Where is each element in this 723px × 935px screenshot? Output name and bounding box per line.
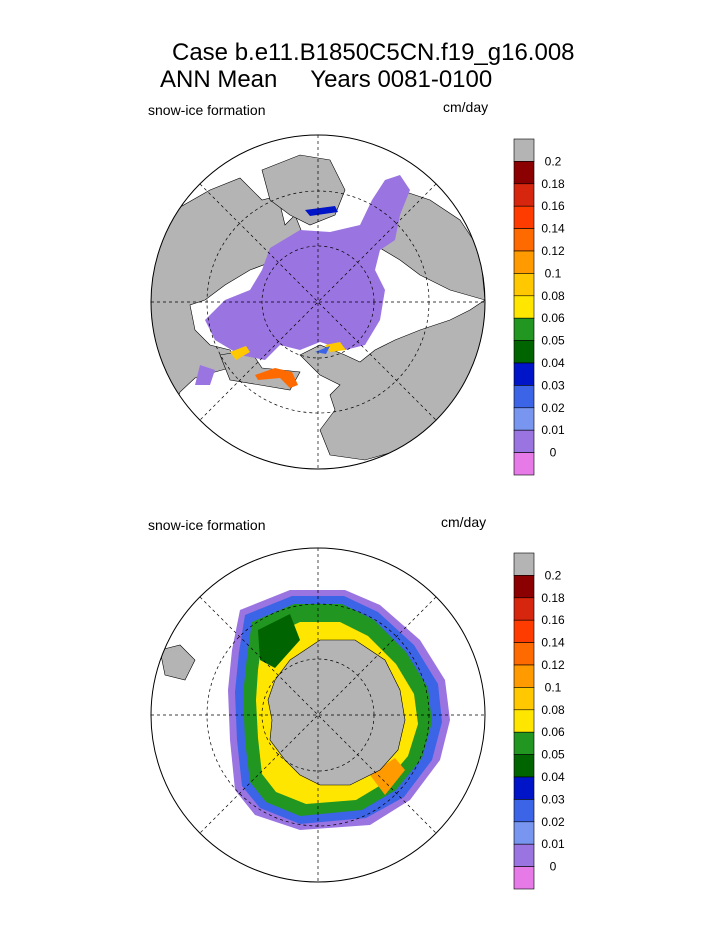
colorbar-swatch (513, 597, 535, 621)
colorbar-swatch (513, 843, 535, 867)
plot-title-period: ANN Mean Years 0081-0100 (160, 66, 493, 93)
colorbar-swatch (513, 362, 535, 386)
colorbar-swatch (513, 452, 535, 476)
colorbar-swatch (513, 866, 535, 890)
south-map-border (150, 547, 486, 883)
north-graticule (151, 135, 485, 469)
colorbar-tick-label: 0.16 (541, 613, 565, 627)
south-america-land (159, 644, 196, 681)
north-panel-label: snow-ice formation (148, 102, 266, 118)
colorbar-tick-label: 0.06 (541, 311, 565, 325)
colorbar-swatch (513, 183, 535, 207)
colorbar-swatch (513, 295, 535, 319)
north-panel-units: cm/day (443, 99, 489, 115)
siberian-blue-edge (315, 346, 330, 354)
colorbar-tick-label: 0 (550, 860, 557, 874)
colorbar-tick-label: 0.06 (541, 725, 565, 739)
colorbar-swatch (513, 317, 535, 341)
laptev-coast-band (325, 342, 346, 352)
colorbar-tick-label: 0.04 (541, 770, 565, 784)
colorbar-tick-label: 0 (550, 446, 557, 460)
south-graticule (151, 548, 485, 882)
south-panel-label: snow-ice formation (148, 517, 266, 533)
north-colorbar: 0.2 0.18 0.16 0.14 0.12 0.1 0.08 0.06 0.05 0.04 0.… (513, 138, 565, 476)
colorbar-swatch (513, 709, 535, 733)
arctic-snow-ice-region (205, 175, 410, 360)
colorbar-swatch (513, 821, 535, 845)
hudson-bay-ice (195, 365, 215, 385)
colorbar-tick-label: 0.18 (541, 177, 565, 191)
colorbar-tick-label: 0.02 (541, 815, 565, 829)
north-america-land (151, 177, 306, 421)
antarctica-land (267, 639, 406, 786)
north-land-ice-layer (151, 154, 485, 461)
colorbar-tick-label: 0.1 (545, 266, 562, 280)
colorbar-swatch (513, 138, 535, 162)
south-weddell-green (258, 614, 300, 668)
colorbar-tick-label: 0.01 (541, 837, 565, 851)
colorbar-swatch (513, 575, 535, 599)
north-map-border (150, 134, 486, 470)
colorbar-tick-label: 0.14 (541, 636, 565, 650)
south-panel-units: cm/day (441, 514, 487, 530)
south-ice-layer (159, 590, 450, 830)
colorbar-swatch (513, 664, 535, 688)
plot-title-case: Case b.e11.B1850C5CN.f19_g16.008 (172, 39, 575, 66)
colorbar-swatch (513, 273, 535, 297)
colorbar-tick-label: 0.12 (541, 244, 565, 258)
south-colorbar: 0.2 0.18 0.16 0.14 0.12 0.1 0.08 0.06 0.05 0.04 0.… (513, 552, 565, 890)
barents-high-band (305, 206, 338, 216)
alaska-coast-band (230, 346, 250, 360)
colorbar-swatch (513, 250, 535, 274)
colorbar-swatch (513, 407, 535, 431)
colorbar-tick-label: 0.2 (545, 568, 562, 582)
colorbar-swatch (513, 799, 535, 823)
colorbar-tick-label: 0.08 (541, 703, 565, 717)
colorbar-tick-label: 0.03 (541, 378, 565, 392)
colorbar-swatch (513, 619, 535, 643)
colorbar-tick-label: 0.18 (541, 591, 565, 605)
colorbar-tick-label: 0.05 (541, 748, 565, 762)
colorbar-tick-label: 0.16 (541, 199, 565, 213)
colorbar-swatch (513, 228, 535, 252)
colorbar-swatch (513, 385, 535, 409)
colorbar-tick-label: 0.08 (541, 289, 565, 303)
colorbar-swatch (513, 687, 535, 711)
colorbar-swatch (513, 340, 535, 364)
colorbar-swatch (513, 776, 535, 800)
colorbar-tick-label: 0.1 (545, 680, 562, 694)
colorbar-tick-label: 0.02 (541, 401, 565, 415)
south-polar-map (150, 547, 486, 883)
colorbar-tick-label: 0.14 (541, 222, 565, 236)
colorbar-tick-label: 0.05 (541, 334, 565, 348)
south-orange-hotspot (370, 758, 405, 795)
colorbar-tick-label: 0.04 (541, 356, 565, 370)
siberian-coast-band (255, 368, 298, 388)
colorbar-tick-label: 0.2 (545, 154, 562, 168)
colorbar-tick-label: 0.12 (541, 658, 565, 672)
colorbar-swatch (513, 205, 535, 229)
colorbar-swatch (513, 161, 535, 185)
colorbar-swatch (513, 731, 535, 755)
colorbar-swatch (513, 429, 535, 453)
colorbar-tick-label: 0.01 (541, 423, 565, 437)
colorbar-swatch (513, 642, 535, 666)
colorbar-swatch (513, 552, 535, 576)
colorbar-tick-label: 0.03 (541, 792, 565, 806)
north-polar-map (150, 134, 486, 470)
colorbar-swatch (513, 754, 535, 778)
